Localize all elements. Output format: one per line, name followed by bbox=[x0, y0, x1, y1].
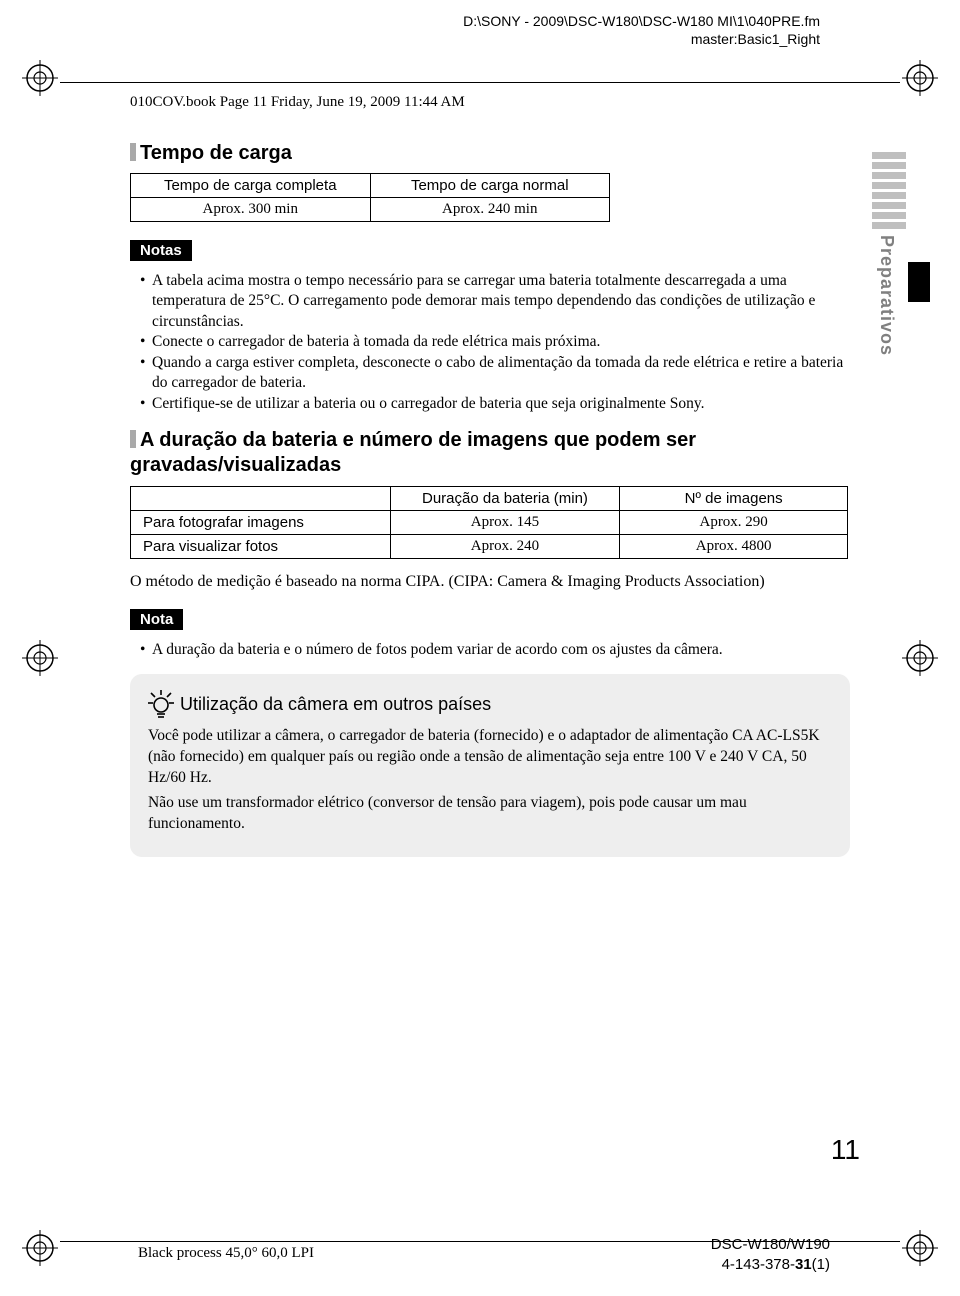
table-cell: Aprox. 300 min bbox=[131, 198, 371, 222]
crop-mark-icon bbox=[22, 60, 58, 96]
note-list: A duração da bateria e o número de fotos… bbox=[130, 640, 850, 660]
cipa-note: O método de medição é baseado na norma C… bbox=[130, 571, 850, 593]
section-heading-tempo: Tempo de carga bbox=[130, 142, 850, 165]
notas-badge: Notas bbox=[130, 240, 192, 261]
heading-bar-icon bbox=[130, 430, 136, 448]
footer-docnum: 4-143-378-31(1) bbox=[711, 1255, 830, 1275]
nota-badge: Nota bbox=[130, 609, 183, 630]
table-cell: Aprox. 145 bbox=[390, 511, 620, 535]
section-tab: Preparativos bbox=[872, 152, 906, 356]
footer-doc-info: DSC-W180/W190 4-143-378-31(1) bbox=[711, 1235, 830, 1274]
section-title: A duração da bateria e número de imagens… bbox=[130, 429, 696, 476]
list-item: Certifique-se de utilizar a bateria ou o… bbox=[140, 394, 850, 414]
crop-mark-icon bbox=[902, 60, 938, 96]
table-header: Duração da bateria (min) bbox=[390, 487, 620, 511]
table-header: Tempo de carga completa bbox=[131, 174, 371, 198]
file-path-line: D:\SONY - 2009\DSC-W180\DSC-W180 MI\1\04… bbox=[463, 12, 820, 30]
table-row-label: Para visualizar fotos bbox=[131, 535, 391, 559]
table-header-empty bbox=[131, 487, 391, 511]
tip-box: Utilização da câmera em outros países Vo… bbox=[130, 674, 850, 857]
footer-model: DSC-W180/W190 bbox=[711, 1235, 830, 1255]
list-item: Conecte o carregador de bateria à tomada… bbox=[140, 332, 850, 352]
section-title: Tempo de carga bbox=[140, 142, 292, 164]
master-line: master:Basic1_Right bbox=[463, 30, 820, 48]
crop-mark-icon bbox=[22, 1230, 58, 1266]
tab-stripes-icon bbox=[872, 152, 906, 229]
crop-mark-icon bbox=[902, 1230, 938, 1266]
section-heading-duracao: A duração da bateria e número de imagens… bbox=[130, 428, 850, 478]
table-cell: Aprox. 4800 bbox=[620, 535, 848, 559]
notes-list: A tabela acima mostra o tempo necessário… bbox=[130, 271, 850, 414]
table-cell: Aprox. 240 bbox=[390, 535, 620, 559]
page-content: Tempo de carga Tempo de carga completa T… bbox=[130, 142, 850, 857]
top-rule bbox=[60, 82, 900, 83]
crop-mark-icon bbox=[22, 640, 58, 676]
page-number: 11 bbox=[831, 1134, 860, 1166]
list-item: A tabela acima mostra o tempo necessário… bbox=[140, 271, 850, 332]
list-item: Quando a carga estiver completa, descone… bbox=[140, 353, 850, 394]
table-cell: Aprox. 240 min bbox=[370, 198, 610, 222]
tip-paragraph: Não use um transformador elétrico (conve… bbox=[148, 793, 832, 835]
battery-life-table: Duração da bateria (min) Nº de imagens P… bbox=[130, 486, 848, 559]
crop-mark-icon bbox=[902, 640, 938, 676]
lightbulb-icon bbox=[148, 690, 174, 718]
tip-title: Utilização da câmera em outros países bbox=[148, 690, 832, 718]
table-row-label: Para fotografar imagens bbox=[131, 511, 391, 535]
book-page-info: 010COV.book Page 11 Friday, June 19, 200… bbox=[130, 94, 465, 111]
list-item: A duração da bateria e o número de fotos… bbox=[140, 640, 850, 660]
charge-time-table: Tempo de carga completa Tempo de carga n… bbox=[130, 173, 610, 222]
tab-label: Preparativos bbox=[876, 235, 897, 356]
footer-process-info: Black process 45,0° 60,0 LPI bbox=[138, 1245, 314, 1262]
table-cell: Aprox. 290 bbox=[620, 511, 848, 535]
tip-title-text: Utilização da câmera em outros países bbox=[180, 694, 491, 715]
table-header: Nº de imagens bbox=[620, 487, 848, 511]
header-file-path: D:\SONY - 2009\DSC-W180\DSC-W180 MI\1\04… bbox=[463, 12, 820, 48]
tip-paragraph: Você pode utilizar a câmera, o carregado… bbox=[148, 726, 832, 789]
heading-bar-icon bbox=[130, 143, 136, 161]
tab-marker bbox=[908, 262, 930, 302]
table-header: Tempo de carga normal bbox=[370, 174, 610, 198]
